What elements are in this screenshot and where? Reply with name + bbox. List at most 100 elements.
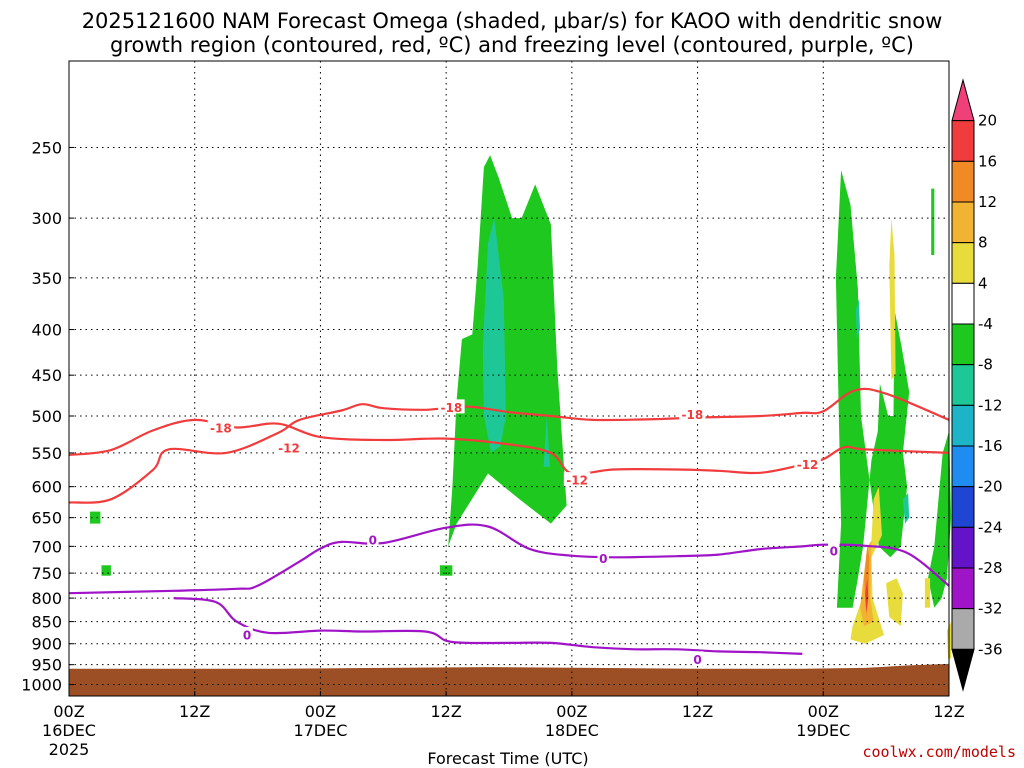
contour-label-bg-8 xyxy=(597,550,610,565)
terrain-surface xyxy=(69,663,949,696)
omega-region-11 xyxy=(850,486,884,644)
x-tick-label-2: 00Z xyxy=(305,702,336,721)
contour-label-10: 0 xyxy=(830,544,838,558)
contour-label-8: 0 xyxy=(599,552,607,566)
colorbar: 20 16 12 8 4 -4 -8 -12 -16 -20 -24 -28 -32 -36 xyxy=(951,78,1003,692)
contour-label-0: -18 xyxy=(210,422,232,436)
omega-region-4 xyxy=(101,565,111,576)
x-tick-date-2: 17DEC xyxy=(293,721,347,740)
contour-label-bg-2 xyxy=(438,399,465,414)
contour-label-bg-10 xyxy=(828,542,840,557)
omega-region-3 xyxy=(90,511,101,524)
colorbar-label-1: 16 xyxy=(978,152,997,170)
x-tick-year-0: 2025 xyxy=(49,740,90,759)
chart-title-line-2: growth region (contoured, red, ºC) and f… xyxy=(110,33,914,57)
colorbar-swatch-9 xyxy=(951,445,975,488)
colorbar-swatch-3 xyxy=(951,201,975,244)
contour-label-bg-5 xyxy=(794,456,821,471)
colorbar-swatch-6 xyxy=(951,323,975,366)
y-tick-label-600: 600 xyxy=(31,478,62,497)
omega-region-12 xyxy=(889,218,896,380)
omega-region-10 xyxy=(902,493,910,524)
x-tick-date-0: 16DEC xyxy=(42,721,96,740)
y-tick-label-950: 950 xyxy=(31,656,62,675)
y-tick-label-1000: 1000 xyxy=(21,676,62,695)
x-tick-date-4: 18DEC xyxy=(545,721,599,740)
x-tick-label-4: 00Z xyxy=(556,702,587,721)
contour-label-9: 0 xyxy=(693,653,701,667)
contour-label-2: -18 xyxy=(441,401,463,415)
x-tick-label-6: 00Z xyxy=(808,702,839,721)
omega-region-14 xyxy=(924,578,931,608)
contour-label-4: -18 xyxy=(681,408,703,422)
x-tick-date-6: 19DEC xyxy=(796,721,850,740)
contour-line-0 xyxy=(68,387,950,504)
omega-region-7 xyxy=(482,218,506,453)
colorbar-swatch-11 xyxy=(951,526,975,569)
x-tick-label-7: 12Z xyxy=(933,702,964,721)
y-tick-label-350: 350 xyxy=(31,269,62,288)
contour-label-bg-6 xyxy=(367,532,379,547)
y-tick-label-800: 800 xyxy=(31,589,62,608)
colorbar-swatch-1 xyxy=(951,120,975,162)
colorbar-swatch-12 xyxy=(951,567,975,610)
colorbar-label-13: -36 xyxy=(978,640,1003,658)
chart-title-line-1: 2025121600 NAM Forecast Omega (shaded, μ… xyxy=(82,9,943,33)
omega-region-8 xyxy=(543,416,550,467)
x-tick-label-0: 00Z xyxy=(53,702,84,721)
x-tick-label-1: 12Z xyxy=(179,702,210,721)
contour-line-2 xyxy=(68,523,950,595)
y-tick-label-500: 500 xyxy=(31,407,62,426)
y-tick-label-850: 850 xyxy=(31,613,62,632)
colorbar-swatch-7 xyxy=(951,364,975,406)
colorbar-label-8: -16 xyxy=(978,437,1003,455)
credit-text: coolwx.com/models xyxy=(862,743,1016,761)
omega-region-0 xyxy=(448,155,567,547)
y-tick-label-900: 900 xyxy=(31,635,62,654)
y-tick-label-550: 550 xyxy=(31,444,62,463)
colorbar-label-5: -4 xyxy=(978,315,993,333)
y-tick-label-750: 750 xyxy=(31,564,62,583)
contour-label-1: -12 xyxy=(278,441,300,455)
contour-label-3: -12 xyxy=(566,474,588,488)
colorbar-swatch-4 xyxy=(951,242,975,284)
contour-label-bg-1 xyxy=(275,439,303,454)
y-tick-label-700: 700 xyxy=(31,537,62,556)
colorbar-swatch-8 xyxy=(951,404,975,447)
omega-region-5 xyxy=(439,565,453,576)
terrain xyxy=(69,663,949,696)
contour-line-3 xyxy=(173,597,803,655)
colorbar-swatch-13 xyxy=(951,608,975,650)
x-tick-label-3: 12Z xyxy=(430,702,461,721)
contour-label-bg-4 xyxy=(679,406,706,421)
y-tick-label-400: 400 xyxy=(31,321,62,340)
omega-region-2 xyxy=(928,431,952,608)
colorbar-swatch-5 xyxy=(951,282,975,325)
contour-label-6: 0 xyxy=(369,534,377,548)
contour-labels: -18 -12 -18 -12 -18 -12 0 0 0 0 0 xyxy=(207,399,840,667)
contour-label-bg-9 xyxy=(691,651,704,666)
colorbar-label-10: -24 xyxy=(978,518,1003,536)
omega-region-18 xyxy=(865,578,869,613)
omega-region-13 xyxy=(886,578,903,627)
colorbar-swatch-14 xyxy=(951,648,975,692)
omega-region-1 xyxy=(835,170,910,608)
plot-frame xyxy=(68,60,950,697)
omega-region-6 xyxy=(931,188,935,255)
colorbar-label-9: -20 xyxy=(978,478,1003,496)
y-tick-label-250: 250 xyxy=(31,138,62,157)
colorbar-label-4: 4 xyxy=(978,274,988,292)
colorbar-label-3: 8 xyxy=(978,234,988,252)
colorbar-label-6: -8 xyxy=(978,356,993,374)
colorbar-label-7: -12 xyxy=(978,396,1003,414)
contour-label-bg-7 xyxy=(241,627,253,642)
contour-label-bg-3 xyxy=(563,472,591,487)
contour-label-5: -12 xyxy=(797,458,819,472)
y-axis: 250 300 350 400 450 500 550 600 650 700 750 800 850 9… xyxy=(21,138,74,695)
contour-label-7: 0 xyxy=(243,629,251,643)
colorbar-label-11: -28 xyxy=(978,559,1003,577)
colorbar-label-0: 20 xyxy=(978,112,997,130)
colorbar-swatch-0 xyxy=(951,78,975,122)
